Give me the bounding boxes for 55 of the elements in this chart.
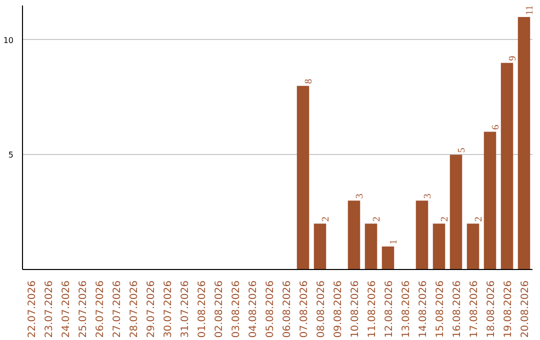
data-label: 3 xyxy=(422,194,434,199)
bar xyxy=(382,246,394,270)
x-tick-label: 09.08.2026 xyxy=(333,280,344,338)
data-label: 3 xyxy=(354,194,366,199)
x-tick-label: 03.08.2026 xyxy=(231,280,242,338)
x-tick-label: 28.07.2026 xyxy=(129,280,140,338)
x-tick-label: 14.08.2026 xyxy=(418,280,429,338)
x-tick-label: 01.08.2026 xyxy=(197,280,208,338)
data-label: 5 xyxy=(456,148,468,153)
data-label: 9 xyxy=(508,56,518,61)
x-tick-label: 10.08.2026 xyxy=(350,280,361,338)
x-tick-label: 12.08.2026 xyxy=(384,280,395,338)
x-tick-label: 08.08.2026 xyxy=(316,280,327,338)
data-label: 11 xyxy=(524,5,536,15)
data-label: 1 xyxy=(388,240,400,245)
x-tick-label: 16.08.2026 xyxy=(452,280,463,338)
x-tick-label: 23.07.2026 xyxy=(44,280,55,338)
bar xyxy=(432,224,446,270)
bar xyxy=(466,224,480,270)
data-label: 6 xyxy=(490,124,502,130)
x-tick-label: 11.08.2026 xyxy=(367,280,378,338)
bar xyxy=(348,200,360,270)
x-tick-label: 20.08.2026 xyxy=(520,280,531,338)
x-tick-label: 18.08.2026 xyxy=(486,280,497,338)
x-tick-label: 05.08.2026 xyxy=(265,280,276,338)
bar xyxy=(314,224,326,270)
x-tick-label: 27.07.2026 xyxy=(112,280,123,338)
x-tick-label: 24.07.2026 xyxy=(61,280,72,338)
x-tick-label: 07.08.2026 xyxy=(299,280,310,338)
x-tick-label: 04.08.2026 xyxy=(248,280,259,338)
x-tick-label: 25.07.2026 xyxy=(78,280,89,338)
x-tick-label: 13.08.2026 xyxy=(401,280,412,338)
x-tick-label: 06.08.2026 xyxy=(282,280,293,338)
x-tick-label: 29.07.2026 xyxy=(146,280,157,338)
x-tick-label: 22.07.2026 xyxy=(27,280,38,338)
data-label: 2 xyxy=(372,216,382,222)
x-tick-label: 19.08.2026 xyxy=(503,280,514,338)
y-tick-label: 10 xyxy=(3,36,14,45)
bar xyxy=(500,62,514,270)
data-label: 2 xyxy=(320,216,332,222)
x-tick-label: 26.07.2026 xyxy=(95,280,106,338)
bar xyxy=(484,132,496,270)
bar xyxy=(416,200,428,270)
bar xyxy=(296,86,310,270)
x-tick-label: 31.07.2026 xyxy=(180,280,191,338)
x-tick-label: 02.08.2026 xyxy=(214,280,225,338)
data-label: 2 xyxy=(474,216,484,222)
x-tick-label: 17.08.2026 xyxy=(469,280,480,338)
data-label: 2 xyxy=(440,216,450,222)
x-tick-label: 15.08.2026 xyxy=(435,280,446,338)
bar xyxy=(450,154,462,270)
data-label: 8 xyxy=(304,78,314,84)
x-tick-label: 30.07.2026 xyxy=(163,280,174,338)
bar xyxy=(518,16,530,270)
bar xyxy=(364,224,378,270)
